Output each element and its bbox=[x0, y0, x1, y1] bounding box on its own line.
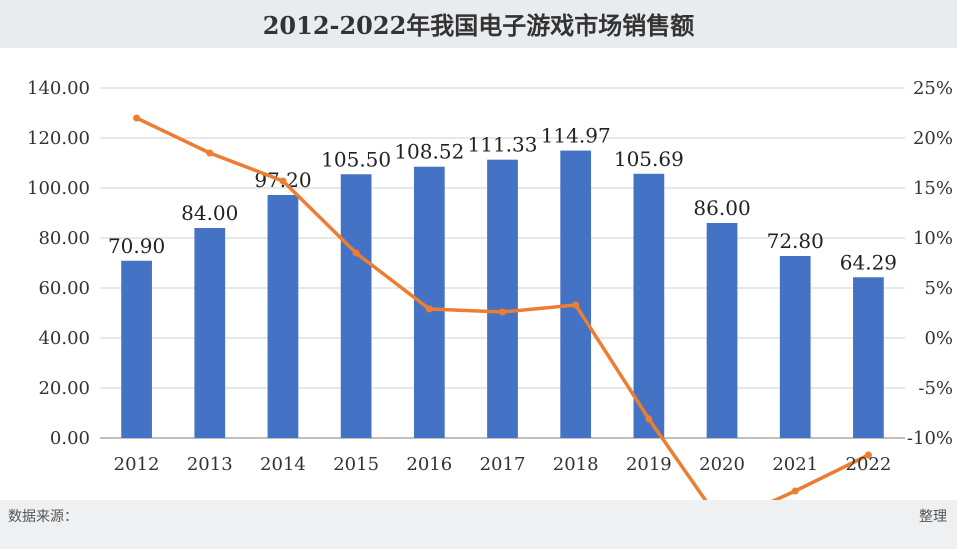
bar bbox=[194, 228, 226, 438]
line-point bbox=[352, 249, 360, 257]
line-point bbox=[791, 487, 799, 495]
x-axis-tick-label: 2014 bbox=[260, 454, 306, 475]
right-axis-tick-label: -10% bbox=[907, 428, 953, 449]
line-point bbox=[133, 114, 141, 122]
bar bbox=[267, 195, 299, 438]
source-label: 数据来源： bbox=[8, 509, 78, 525]
line-point bbox=[499, 308, 506, 316]
line-point bbox=[279, 177, 287, 185]
bar-data-label: 84.00 bbox=[181, 201, 238, 225]
bar bbox=[340, 174, 372, 438]
bar bbox=[853, 277, 884, 438]
line-point bbox=[864, 451, 872, 459]
right-axis-tick-label: 20% bbox=[913, 128, 953, 149]
bar bbox=[560, 150, 592, 438]
bar-data-label: 86.00 bbox=[693, 196, 750, 220]
x-axis-tick-label: 2022 bbox=[846, 454, 892, 475]
left-axis-tick-label: 20.00 bbox=[38, 378, 90, 399]
x-axis-tick-label: 2017 bbox=[480, 454, 526, 475]
chart-title: 2012-2022年我国电子游戏市场销售额 bbox=[262, 11, 695, 40]
x-axis-tick-label: 2013 bbox=[187, 454, 233, 475]
bar-data-label: 105.69 bbox=[614, 147, 684, 171]
bar bbox=[487, 159, 518, 439]
x-axis-tick-label: 2019 bbox=[626, 454, 672, 475]
bar-data-label: 111.33 bbox=[468, 133, 538, 157]
line-point bbox=[645, 415, 653, 423]
x-axis-tick-label: 2012 bbox=[114, 454, 160, 475]
title-band bbox=[0, 0, 957, 48]
right-axis-tick-label: 0% bbox=[924, 328, 953, 349]
bar-data-label: 114.97 bbox=[541, 124, 611, 148]
bar bbox=[706, 223, 738, 438]
line-point bbox=[206, 149, 214, 157]
bar-data-label: 72.80 bbox=[767, 229, 824, 253]
left-axis-tick-label: 60.00 bbox=[38, 278, 90, 299]
right-axis-tick-label: 5% bbox=[924, 278, 953, 299]
bar bbox=[633, 173, 665, 438]
x-axis-tick-label: 2021 bbox=[772, 454, 818, 475]
bar-data-label: 105.50 bbox=[321, 147, 391, 171]
left-axis-tick-label: 100.00 bbox=[27, 178, 90, 199]
bar-data-label: 64.29 bbox=[840, 250, 897, 274]
x-axis-tick-label: 2015 bbox=[333, 454, 379, 475]
left-axis-tick-label: 0.00 bbox=[50, 428, 90, 449]
source-note: 整理 bbox=[919, 509, 947, 525]
x-axis-tick-label: 2018 bbox=[553, 454, 599, 475]
bar bbox=[121, 260, 152, 438]
right-axis-tick-label: 25% bbox=[913, 78, 953, 99]
bar-data-label: 70.90 bbox=[108, 234, 165, 258]
line-point bbox=[572, 301, 580, 309]
footer-band bbox=[0, 500, 957, 549]
right-axis-tick-label: 10% bbox=[913, 228, 953, 249]
left-axis-tick-label: 120.00 bbox=[27, 128, 90, 149]
bar bbox=[779, 256, 811, 438]
x-axis-tick-label: 2020 bbox=[699, 454, 745, 475]
left-axis-tick-label: 40.00 bbox=[38, 328, 90, 349]
left-axis-tick-label: 140.00 bbox=[27, 78, 90, 99]
line-point bbox=[425, 305, 433, 313]
right-axis-tick-label: 15% bbox=[913, 178, 953, 199]
bar-data-label: 108.52 bbox=[394, 140, 464, 164]
right-axis-tick-label: -5% bbox=[918, 378, 953, 399]
left-axis-tick-label: 80.00 bbox=[38, 228, 90, 249]
x-axis-tick-label: 2016 bbox=[406, 454, 452, 475]
